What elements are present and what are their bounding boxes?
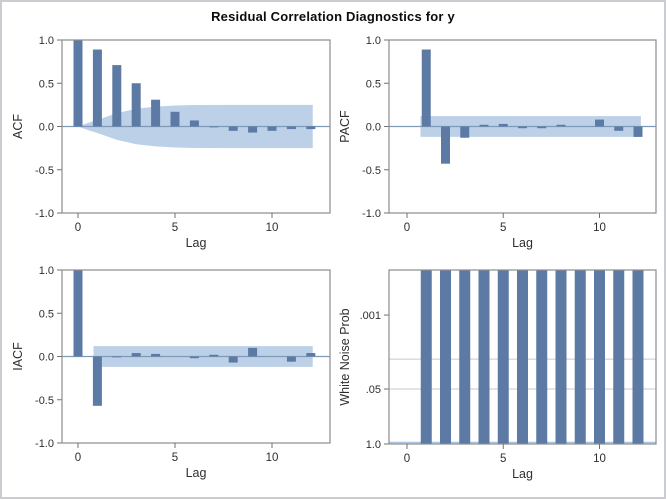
bar-lag-11	[286, 356, 296, 362]
bar-lag-12	[632, 270, 644, 444]
bar-lag-6	[518, 126, 527, 129]
bar-lag-10	[267, 126, 277, 131]
bar-lag-11	[614, 126, 624, 131]
y-axis-title: ACF	[11, 114, 25, 139]
x-tick-label: 10	[593, 222, 606, 234]
wnp-panel: .001 .05 1.0 0 5 10 Lag White Noise Prob	[338, 269, 657, 481]
y-tick-label: -1.0	[362, 208, 381, 220]
iacf-panel: -1.0 -0.5 0.0 0.5 1.0 0 5 10 Lag IACF	[11, 265, 331, 480]
x-tick-label: 5	[172, 222, 178, 234]
bar-lag-6	[189, 356, 199, 359]
bar-lag-3	[459, 270, 471, 444]
acf-panel: -1.0 -0.5 0.0 0.5 1.0 0 5 10 Lag ACF	[11, 35, 331, 250]
y-tick-label: -0.5	[35, 395, 54, 407]
x-tick-label: 0	[75, 452, 81, 464]
y-tick-label: -0.5	[35, 165, 54, 177]
x-tick-label: 0	[404, 222, 410, 234]
y-axis-title: White Noise Prob	[338, 308, 352, 405]
pacf-panel: -1.0 -0.5 0.0 0.5 1.0 0 5 10 Lag PACF	[338, 35, 657, 250]
x-tick-label: 10	[266, 222, 279, 234]
y-axis-title: PACF	[338, 110, 352, 143]
bar-lag-7	[537, 126, 547, 129]
x-tick-label: 0	[404, 453, 410, 465]
y-tick-label: 0.5	[39, 78, 54, 90]
bar-lag-1	[420, 270, 432, 444]
x-tick-label: 5	[500, 222, 506, 234]
bar-lag-9	[248, 347, 258, 357]
y-axis-title: IACF	[11, 342, 25, 371]
bar-lag-4	[151, 353, 161, 357]
bar-lag-4	[151, 99, 161, 127]
x-tick-label: 10	[266, 452, 279, 464]
bar-lag-6	[517, 270, 528, 444]
y-tick-label: 0.5	[366, 78, 381, 90]
bar-lag-7	[209, 126, 219, 128]
bar-lag-4	[478, 270, 490, 444]
panel-frame	[388, 269, 657, 445]
bar-lag-5	[498, 123, 508, 127]
bar-lag-9	[574, 270, 586, 444]
bar-lag-5	[170, 111, 180, 127]
bar-lag-8	[228, 356, 238, 363]
bar-lag-2	[440, 270, 451, 444]
y-tick-label: 1.0	[366, 35, 381, 47]
panel-frame	[61, 39, 331, 214]
bar-lag-5	[497, 270, 509, 444]
x-axis-title: Lag	[512, 467, 533, 481]
bar-lag-1	[92, 49, 102, 127]
bar-lag-8	[228, 126, 238, 131]
bar-lag-10	[594, 270, 605, 444]
y-tick-label: 0.0	[366, 122, 381, 134]
x-axis-title: Lag	[186, 236, 207, 250]
bar-lag-3	[131, 353, 141, 357]
bar-lag-6	[189, 120, 199, 127]
bar-lag-7	[209, 354, 219, 357]
y-tick-label: 0.5	[39, 308, 54, 320]
x-tick-label: 10	[593, 453, 606, 465]
bar-lag-11	[286, 126, 296, 130]
bar-lag-12	[306, 126, 316, 130]
panel-frame	[388, 39, 657, 214]
bar-lag-2	[441, 126, 450, 164]
y-tick-label: .001	[360, 310, 381, 322]
bar-lag-0	[73, 40, 83, 127]
bar-lag-3	[460, 126, 470, 138]
bar-lag-10	[595, 119, 604, 127]
y-tick-label: 1.0	[366, 439, 381, 451]
bar-lag-9	[248, 126, 258, 133]
y-tick-label: 0.0	[39, 122, 54, 134]
y-tick-label: 1.0	[39, 265, 54, 277]
bar-lag-8	[555, 270, 567, 444]
bar-lag-2	[112, 356, 122, 358]
panel-frame	[61, 269, 331, 444]
x-tick-label: 5	[172, 452, 178, 464]
bar-lag-11	[613, 270, 625, 444]
x-tick-label: 5	[500, 453, 506, 465]
x-axis-title: Lag	[512, 236, 533, 250]
figure-title: Residual Correlation Diagnostics for y	[211, 9, 455, 24]
bar-lag-7	[536, 270, 548, 444]
y-tick-label: -1.0	[35, 438, 54, 450]
bar-lag-3	[131, 83, 141, 127]
x-tick-label: 0	[75, 222, 81, 234]
y-tick-label: 0.0	[39, 352, 54, 364]
bar-lag-8	[556, 124, 566, 127]
y-tick-label: 1.0	[39, 35, 54, 47]
bar-lag-4	[479, 124, 489, 127]
x-axis-title: Lag	[186, 466, 207, 480]
bar-lag-0	[73, 270, 83, 357]
y-tick-label: -1.0	[35, 208, 54, 220]
bar-lag-2	[112, 65, 122, 127]
bar-lag-1	[421, 49, 431, 127]
bar-lag-12	[633, 126, 643, 137]
bar-lag-1	[92, 356, 102, 406]
bar-lag-12	[306, 353, 316, 357]
y-tick-label: -0.5	[362, 165, 381, 177]
y-tick-label: .05	[366, 384, 381, 396]
